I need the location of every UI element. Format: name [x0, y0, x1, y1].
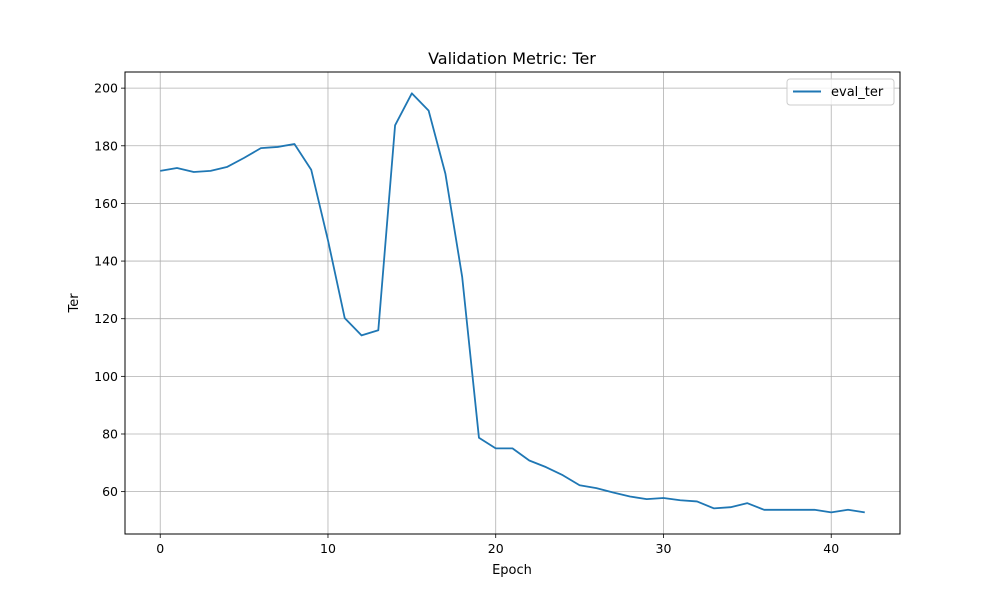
x-tick-label: 10	[320, 541, 336, 556]
y-tick-label: 180	[94, 138, 118, 153]
series-layer	[160, 92, 865, 514]
legend-label-eval-ter: eval_ter	[831, 85, 884, 100]
series-line-eval-ter	[160, 92, 865, 514]
y-axis-ticks: 60 80 100 120 140 160 180 200	[94, 81, 125, 499]
chart-title: Validation Metric: Ter	[428, 49, 596, 68]
plot-area	[124, 71, 901, 535]
x-tick-label: 20	[488, 541, 504, 556]
y-tick-label: 160	[94, 196, 118, 211]
y-tick-label: 200	[94, 81, 118, 96]
y-tick-label: 100	[94, 369, 118, 384]
y-tick-label: 60	[102, 484, 118, 499]
y-axis-label: Ter	[67, 293, 82, 314]
legend: eval_ter	[786, 78, 895, 106]
x-axis-ticks: 0 10 20 30 40	[156, 534, 839, 556]
legend-box	[786, 78, 895, 106]
x-tick-label: 40	[823, 541, 839, 556]
x-tick-label: 0	[156, 541, 164, 556]
x-tick-label: 30	[656, 541, 672, 556]
y-tick-label: 140	[94, 254, 118, 269]
grid	[125, 72, 900, 534]
y-tick-label: 120	[94, 311, 118, 326]
y-tick-label: 80	[102, 426, 118, 441]
x-axis-label: Epoch	[492, 563, 532, 578]
